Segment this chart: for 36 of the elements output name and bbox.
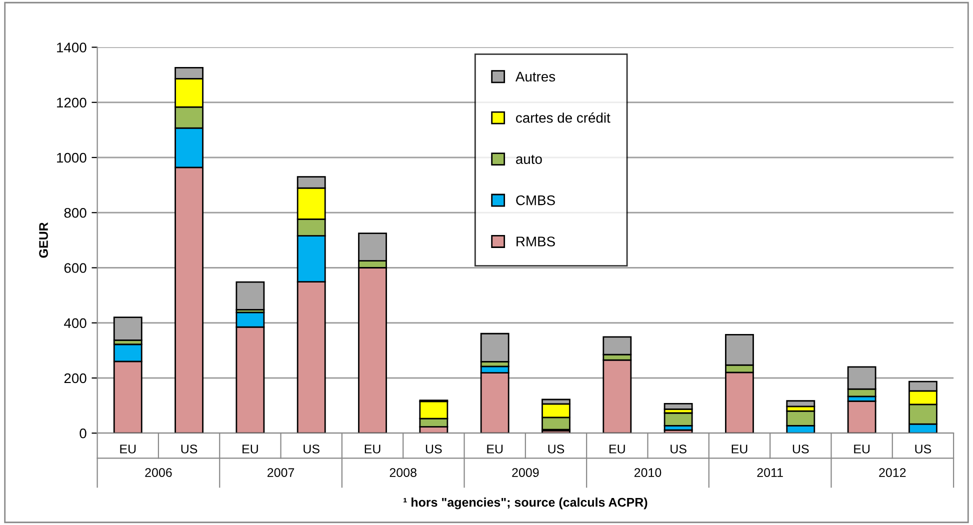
y-tick-label: 800 [64, 208, 86, 218]
legend-label: RMBS [516, 236, 555, 246]
x-tick-label: EU [854, 444, 870, 454]
x-axis-title: ¹ hors "agencies"; source (calculs ACPR) [404, 498, 648, 510]
text: 2006 [145, 468, 172, 477]
legend-label: CMBS [516, 195, 555, 206]
x-tick-label: EU [610, 444, 625, 454]
x-tick-label: EU [242, 444, 258, 454]
x-tick-label: EU [732, 444, 748, 454]
x-tick-label: US [181, 444, 198, 454]
y-tick-label: 1000 [57, 152, 86, 163]
text: 2012 [879, 468, 906, 477]
x-tick-label: EU [120, 444, 136, 454]
y-tick-label: 400 [64, 318, 86, 328]
x-tick-label: US [426, 444, 442, 454]
text: 2009 [512, 468, 539, 477]
text: 2008 [390, 468, 416, 477]
y-tick-label: 200 [64, 373, 86, 384]
y-tick-label: 600 [64, 263, 86, 273]
x-tick-label: EU [487, 444, 503, 454]
x-tick-label: US [548, 444, 564, 454]
legend-label: cartes de crédit [516, 112, 610, 123]
text: 2010 [634, 468, 662, 477]
x-tick-label: US [304, 444, 320, 454]
x-tick-label: US [915, 444, 932, 454]
y-tick-label: 1200 [57, 98, 86, 108]
y-tick-label: 1400 [57, 42, 86, 52]
y-axis-title: GEUR [39, 222, 48, 258]
legend-label: Autres [515, 72, 556, 82]
y-tick-label: 0 [80, 428, 86, 438]
x-tick-label: US [792, 444, 809, 454]
legend-label: auto [516, 154, 542, 164]
text: 2011 [757, 468, 783, 477]
x-tick-label: EU [364, 444, 380, 454]
text: 2007 [268, 468, 294, 477]
x-tick-label: US [670, 444, 686, 454]
